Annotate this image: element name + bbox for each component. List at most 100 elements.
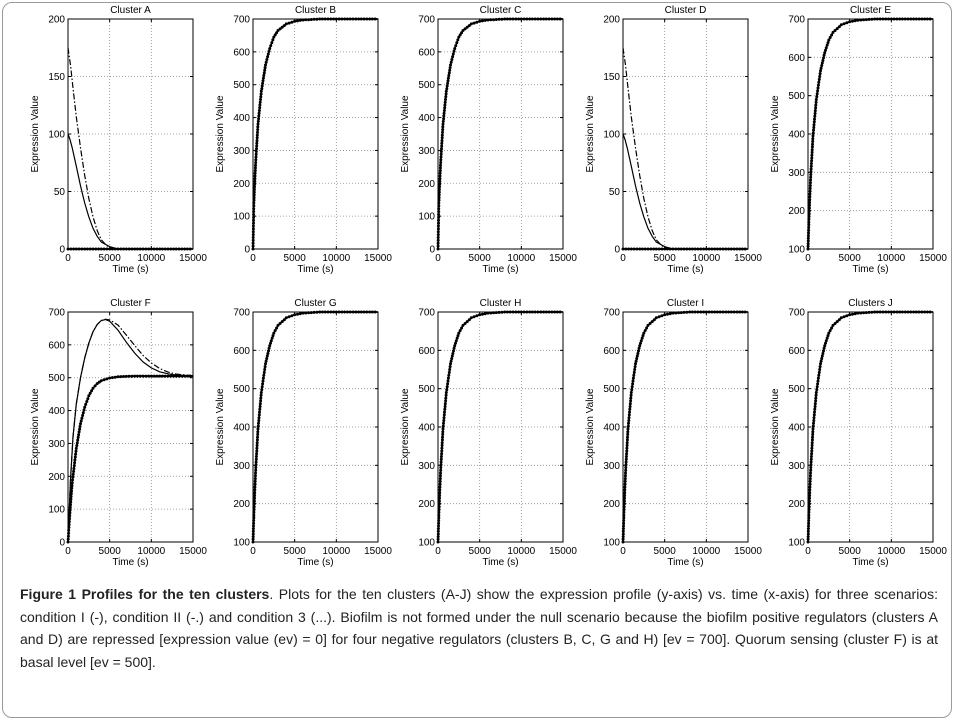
data-point [258,405,262,408]
data-point [438,174,442,178]
data-point [819,66,823,70]
data-point [443,402,447,406]
y-tick-label: 0 [614,245,620,256]
data-point [254,457,258,461]
data-point [255,144,259,148]
data-point [628,407,632,411]
data-point [808,496,811,500]
y-tick-label: 400 [788,130,805,141]
data-point [275,326,279,330]
data-point [141,374,145,378]
x-axis-label: Time (s) [667,557,703,568]
data-point [808,195,812,199]
data-point [256,125,260,129]
data-point [271,334,275,338]
data-point [90,389,94,393]
data-point [166,374,170,378]
data-point [814,396,818,400]
data-point [440,147,443,151]
data-point [450,354,454,358]
data-point [809,466,813,469]
data-point [255,438,259,442]
data-point [440,141,444,145]
data-point [449,362,452,366]
data-point [814,399,818,403]
y-tick-label: 600 [233,346,250,357]
data-point [439,460,443,464]
data-point [810,441,814,445]
data-point [820,357,824,361]
data-point [116,375,120,379]
y-tick-label: 500 [603,384,620,395]
chart-title: Clusters J [848,298,892,309]
x-tick-label: 0 [620,546,626,557]
data-point [295,19,299,23]
data-point [252,499,256,503]
data-point [79,419,83,423]
chart-title: Cluster C [480,5,522,16]
data-point [449,63,452,67]
data-point [811,137,815,141]
data-point [257,111,261,115]
data-point [626,435,629,439]
data-point [808,201,812,204]
chart-panel-8: 0 5000 10000 15000 100 200 300 400 500 600 700 Clus… [400,298,577,568]
data-point [810,449,814,453]
x-axis-label: Time (s) [482,264,518,275]
data-point [811,134,815,138]
data-point [70,484,74,488]
data-point [257,419,261,422]
data-point [273,329,277,332]
data-point [443,410,446,414]
x-axis-label: Time (s) [112,557,148,568]
data-point [78,427,82,431]
data-point [830,33,834,37]
x-tick-label: 0 [250,546,256,557]
data-point [632,373,636,377]
axes-box [67,311,194,543]
data-point [453,344,457,348]
data-point [821,59,825,62]
y-tick-label: 200 [233,179,250,190]
data-point [69,503,72,507]
y-tick-label: 200 [788,499,805,510]
data-point [633,368,637,371]
data-point [71,472,75,476]
data-point [444,391,448,394]
data-point [637,346,641,350]
data-point [811,424,815,428]
data-point [810,443,814,447]
data-point [155,374,159,378]
data-point [284,316,288,320]
data-point [818,72,822,76]
data-point [450,58,454,61]
y-tick-label: 300 [233,146,250,157]
data-point [74,449,78,453]
data-point [839,23,843,27]
y-tick-label: 200 [418,499,435,510]
series-line-dashdot [67,318,194,543]
data-point [812,421,815,425]
y-tick-label: 500 [418,80,435,91]
data-point [253,477,257,481]
y-tick-label: 600 [233,47,250,58]
data-point [253,174,257,178]
data-point [260,388,264,392]
data-point [440,438,444,442]
data-point [623,494,627,497]
y-tick-label: 700 [788,308,805,319]
y-tick-label: 400 [418,113,435,124]
chart-panel-3: 0 5000 10000 15000 0 100 200 300 400 500 600 700 Clu… [400,5,577,275]
data-point [266,52,270,56]
data-point [264,359,268,363]
data-point [814,100,818,104]
data-point [264,60,268,64]
data-point [818,368,822,371]
data-point [68,517,71,521]
data-point [441,122,445,126]
chart-panel-6: 0 5000 10000 15000 0 100 200 300 400 500 600 700 Clu… [30,298,207,568]
y-tick-label: 300 [418,461,435,472]
caption-label: Figure 1 Profiles for the ten clusters [20,586,270,602]
data-point [258,106,262,110]
data-point [282,24,286,28]
